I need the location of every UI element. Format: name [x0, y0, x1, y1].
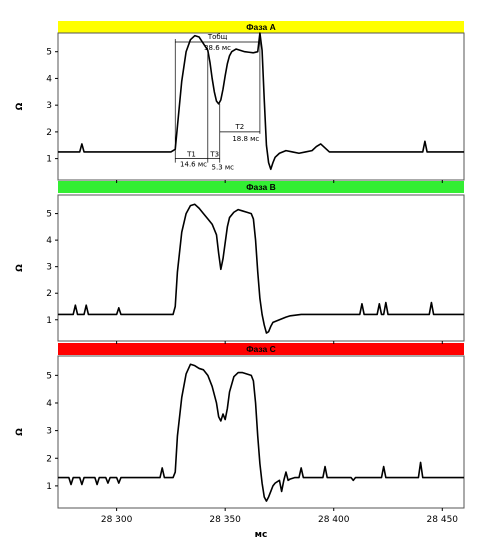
x-tick-label-28450: 28 450 [427, 515, 459, 525]
x-tick-label-28400: 28 400 [318, 515, 350, 525]
y-tick-label-c-4: 4 [46, 399, 52, 409]
y-tick-label-c-1: 1 [46, 482, 52, 492]
annotation-t1-label: T1 [186, 151, 196, 159]
x-tick-label-28300: 28 300 [101, 515, 133, 525]
series-line-phase-b [58, 203, 464, 334]
series-line-phase-a [58, 32, 464, 171]
y-tick-label-a-4: 4 [46, 74, 52, 84]
y-tick-label-c-2: 2 [46, 454, 52, 464]
annotation-t2-label: T2 [234, 123, 244, 131]
panel-title-phase-a: Фаза A [58, 21, 464, 33]
y-axis-title-c: Ω [15, 428, 25, 436]
y-tick-label-c-5: 5 [46, 371, 52, 381]
x-tick-label-28350: 28 350 [209, 515, 241, 525]
annotation-total-label: Тобщ [207, 33, 228, 41]
y-tick-label-a-2: 2 [46, 128, 52, 138]
y-tick-label-a-1: 1 [46, 155, 52, 165]
y-tick-label-b-1: 1 [46, 316, 52, 326]
y-tick-label-a-5: 5 [46, 48, 52, 58]
plot-frame-c [57, 355, 465, 509]
y-tick-label-b-4: 4 [46, 236, 52, 246]
plot-frame-a [57, 32, 465, 181]
annotation-t1-value: 14.6 мс [180, 161, 207, 169]
series-line-phase-c [58, 363, 464, 502]
y-tick-label-a-3: 3 [46, 101, 52, 111]
y-axis-title-a: Ω [15, 102, 25, 110]
annotation-t2-value: 18.8 мс [232, 135, 259, 143]
annotation-t3-value: 5.3 мс [212, 164, 235, 172]
y-tick-label-b-3: 3 [46, 263, 52, 273]
x-axis-title: мс [255, 530, 268, 540]
y-axis-title-b: Ω [15, 264, 25, 272]
plot-frame-b [57, 194, 465, 342]
y-tick-label-b-5: 5 [46, 210, 52, 220]
annotation-total-value: 38.6 мс [204, 44, 231, 52]
y-tick-label-b-2: 2 [46, 289, 52, 299]
y-tick-label-c-3: 3 [46, 427, 52, 437]
panel-title-phase-c: Фаза C [58, 343, 464, 355]
annotation-t3-label: T3 [209, 151, 219, 159]
panel-title-phase-b: Фаза B [58, 181, 464, 193]
